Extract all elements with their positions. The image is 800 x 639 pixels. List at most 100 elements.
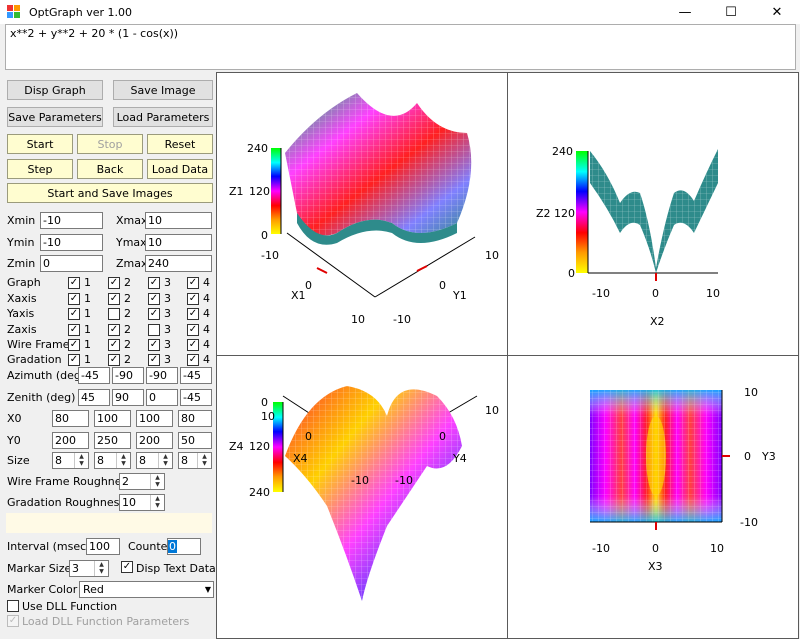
wire-frame-checkbox-1[interactable]: ✓ bbox=[68, 339, 80, 351]
xaxis-checkbox-label-2: 2 bbox=[124, 292, 131, 305]
wire-frame-checkbox-label-3: 3 bbox=[164, 338, 171, 351]
load-dll-checkbox[interactable]: ✓ bbox=[7, 615, 19, 627]
zenith-input-2[interactable]: 90 bbox=[112, 389, 144, 406]
graph-checkbox-1[interactable]: ✓ bbox=[68, 277, 80, 289]
wire-frame-checkbox-2[interactable]: ✓ bbox=[108, 339, 120, 351]
x0-input-3[interactable]: 100 bbox=[136, 410, 173, 427]
x0-input-4[interactable]: 80 bbox=[178, 410, 212, 427]
disp-graph-button[interactable]: Disp Graph bbox=[7, 80, 103, 100]
y-tick-1: 10 bbox=[744, 386, 758, 399]
z-tick-mid: 120 bbox=[249, 185, 270, 198]
size-stepper-1[interactable]: 8 ▲ ▼ bbox=[52, 452, 89, 469]
start-button[interactable]: Start bbox=[7, 134, 73, 154]
zmax-input[interactable]: 240 bbox=[145, 255, 212, 272]
use-dll-label: Use DLL Function bbox=[22, 600, 118, 613]
zmin-input[interactable]: 0 bbox=[40, 255, 103, 272]
wire-frame-checkbox-4[interactable]: ✓ bbox=[187, 339, 199, 351]
size-stepper-4[interactable]: 8 ▲ ▼ bbox=[178, 452, 212, 469]
z-tick-top: 240 bbox=[552, 145, 573, 158]
y0-input-1[interactable]: 200 bbox=[52, 432, 89, 449]
x-tick-3: 10 bbox=[706, 287, 720, 300]
x-tick-2: 0 bbox=[652, 542, 659, 555]
graph-panel-4[interactable]: 0 120 240 Z4 10 0 -10 X4 -10 0 10 Y4 bbox=[216, 355, 508, 639]
ymin-input[interactable]: -10 bbox=[40, 234, 103, 251]
y0-input-4[interactable]: 50 bbox=[178, 432, 212, 449]
x0-input-1[interactable]: 80 bbox=[52, 410, 89, 427]
spin-arrows-icon[interactable]: ▲ ▼ bbox=[94, 561, 108, 576]
back-button[interactable]: Back bbox=[77, 159, 143, 179]
y0-input-2[interactable]: 250 bbox=[94, 432, 131, 449]
azimuth-input-2[interactable]: -90 bbox=[112, 367, 144, 384]
spin-arrows-icon[interactable]: ▲ ▼ bbox=[74, 453, 88, 468]
load-parameters-button[interactable]: Load Parameters bbox=[113, 107, 213, 127]
zaxis-checkbox-1[interactable]: ✓ bbox=[68, 324, 80, 336]
yaxis-checkbox-1[interactable]: ✓ bbox=[68, 308, 80, 320]
zaxis-checkbox-3[interactable] bbox=[148, 324, 160, 336]
counter-field[interactable]: 0 bbox=[167, 538, 201, 555]
use-dll-checkbox[interactable] bbox=[7, 600, 19, 612]
disp-text-checkbox[interactable]: ✓ bbox=[121, 561, 133, 573]
spin-arrows-icon[interactable]: ▲ ▼ bbox=[158, 453, 172, 468]
start-save-images-button[interactable]: Start and Save Images bbox=[7, 183, 213, 203]
graph-panel-1[interactable]: 240 120 0 Z1 -10 0 10 X1 -10 0 10 Y1 bbox=[216, 72, 508, 356]
save-image-button[interactable]: Save Image bbox=[113, 80, 213, 100]
zenith-input-3[interactable]: 0 bbox=[146, 389, 178, 406]
azimuth-input-4[interactable]: -45 bbox=[180, 367, 212, 384]
wire-roughness-stepper[interactable]: 2 ▲ ▼ bbox=[119, 473, 165, 490]
y0-input-3[interactable]: 200 bbox=[136, 432, 173, 449]
size-stepper-3[interactable]: 8 ▲ ▼ bbox=[136, 452, 173, 469]
formula-input[interactable]: x**2 + y**2 + 20 * (1 - cos(x)) bbox=[5, 24, 796, 70]
x0-input-2[interactable]: 100 bbox=[94, 410, 131, 427]
gradation-checkbox-4[interactable]: ✓ bbox=[187, 354, 199, 366]
y-tick-2: 0 bbox=[439, 279, 446, 292]
zenith-input-4[interactable]: -45 bbox=[180, 389, 212, 406]
graph-1-svg: 240 120 0 Z1 -10 0 10 X1 -10 0 10 Y1 bbox=[229, 93, 499, 326]
zaxis-checkbox-label-4: 4 bbox=[203, 323, 210, 336]
close-button[interactable]: ✕ bbox=[771, 4, 783, 20]
graph-row-label: Graph bbox=[7, 276, 41, 289]
step-button[interactable]: Step bbox=[7, 159, 73, 179]
xaxis-checkbox-1[interactable]: ✓ bbox=[68, 293, 80, 305]
graph-panel-3[interactable]: 10 0 -10 Y3 -10 0 10 X3 bbox=[507, 355, 799, 639]
x-axis-label: X3 bbox=[648, 560, 663, 573]
gradation-checkbox-2[interactable]: ✓ bbox=[108, 354, 120, 366]
zaxis-checkbox-4[interactable]: ✓ bbox=[187, 324, 199, 336]
graph-panel-2[interactable]: 240 120 0 Z2 -10 0 10 X2 bbox=[507, 72, 799, 356]
maximize-button[interactable]: ☐ bbox=[725, 4, 737, 20]
yaxis-checkbox-3[interactable]: ✓ bbox=[148, 308, 160, 320]
gradation-checkbox-3[interactable]: ✓ bbox=[148, 354, 160, 366]
spin-arrows-icon[interactable]: ▲ ▼ bbox=[197, 453, 211, 468]
marker-color-select[interactable]: Red ▼ bbox=[79, 581, 214, 598]
azimuth-input-3[interactable]: -90 bbox=[146, 367, 178, 384]
minimize-button[interactable]: — bbox=[678, 4, 692, 20]
graph-checkbox-2[interactable]: ✓ bbox=[108, 277, 120, 289]
spin-arrows-icon[interactable]: ▲ ▼ bbox=[150, 474, 164, 489]
yaxis-checkbox-2[interactable] bbox=[108, 308, 120, 320]
graph-checkbox-4[interactable]: ✓ bbox=[187, 277, 199, 289]
wire-frame-checkbox-label-2: 2 bbox=[124, 338, 131, 351]
zenith-input-1[interactable]: 45 bbox=[78, 389, 110, 406]
gradation-checkbox-1[interactable]: ✓ bbox=[68, 354, 80, 366]
wire-frame-checkbox-3[interactable]: ✓ bbox=[148, 339, 160, 351]
xaxis-checkbox-2[interactable]: ✓ bbox=[108, 293, 120, 305]
ymax-input[interactable]: 10 bbox=[145, 234, 212, 251]
size-stepper-2[interactable]: 8 ▲ ▼ bbox=[94, 452, 131, 469]
yaxis-checkbox-4[interactable]: ✓ bbox=[187, 308, 199, 320]
zaxis-checkbox-2[interactable]: ✓ bbox=[108, 324, 120, 336]
marker-size-stepper[interactable]: 3 ▲ ▼ bbox=[69, 560, 109, 577]
gradation-roughness-stepper[interactable]: 10 ▲ ▼ bbox=[119, 494, 165, 511]
save-parameters-button[interactable]: Save Parameters bbox=[7, 107, 103, 127]
spin-arrows-icon[interactable]: ▲ ▼ bbox=[150, 495, 164, 510]
xaxis-checkbox-3[interactable]: ✓ bbox=[148, 293, 160, 305]
graph-checkbox-3[interactable]: ✓ bbox=[148, 277, 160, 289]
azimuth-input-1[interactable]: -45 bbox=[78, 367, 110, 384]
stop-button[interactable]: Stop bbox=[77, 134, 143, 154]
interval-input[interactable]: 100 bbox=[86, 538, 120, 555]
reset-button[interactable]: Reset bbox=[147, 134, 213, 154]
xmin-input[interactable]: -10 bbox=[40, 212, 103, 229]
spin-arrows-icon[interactable]: ▲ ▼ bbox=[116, 453, 130, 468]
xmax-input[interactable]: 10 bbox=[145, 212, 212, 229]
zaxis-checkbox-label-3: 3 bbox=[164, 323, 171, 336]
load-data-button[interactable]: Load Data bbox=[147, 159, 213, 179]
xaxis-checkbox-4[interactable]: ✓ bbox=[187, 293, 199, 305]
